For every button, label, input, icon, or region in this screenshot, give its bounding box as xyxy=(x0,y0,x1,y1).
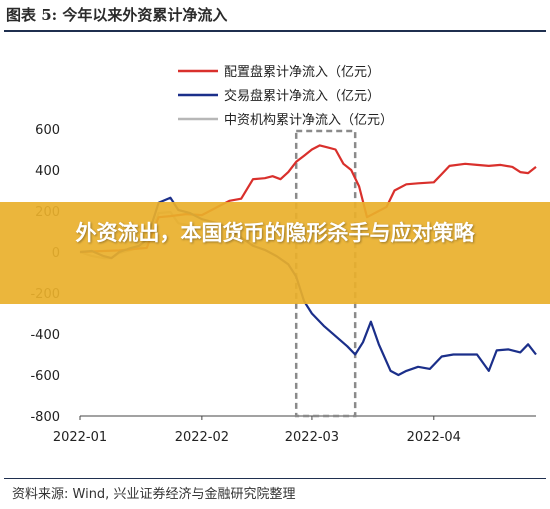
x-axis-ticks: 2022-01 2022-02 2022-03 2022-04 xyxy=(53,416,461,445)
overlay-banner: 外资流出，本国货币的隐形杀手与应对策略 xyxy=(0,202,550,304)
figure-source: 资料来源: Wind, 兴业证券经济与金融研究院整理 xyxy=(12,487,296,502)
source-divider xyxy=(4,478,546,479)
banner-title: 外资流出，本国货币的隐形杀手与应对策略 xyxy=(75,221,475,245)
y-tick-label: -600 xyxy=(30,369,60,384)
y-tick-label: 600 xyxy=(35,123,60,138)
legend-label: 配置盘累计净流入（亿元） xyxy=(224,64,380,80)
chart-legend: 配置盘累计净流入（亿元） 交易盘累计净流入（亿元） 中资机构累计净流入（亿元） xyxy=(178,64,393,128)
x-tick-label: 2022-04 xyxy=(407,430,461,445)
x-tick-label: 2022-01 xyxy=(53,430,107,445)
y-tick-label: 400 xyxy=(35,164,60,179)
legend-label: 交易盘累计净流入（亿元） xyxy=(224,88,380,104)
title-divider xyxy=(4,30,546,32)
y-tick-label: -800 xyxy=(30,410,60,425)
x-tick-label: 2022-03 xyxy=(285,430,339,445)
x-tick-label: 2022-02 xyxy=(175,430,229,445)
legend-label: 中资机构累计净流入（亿元） xyxy=(224,113,393,128)
figure-title: 图表 5: 今年以来外资累计净流入 xyxy=(6,6,228,24)
y-tick-label: -400 xyxy=(30,328,60,343)
